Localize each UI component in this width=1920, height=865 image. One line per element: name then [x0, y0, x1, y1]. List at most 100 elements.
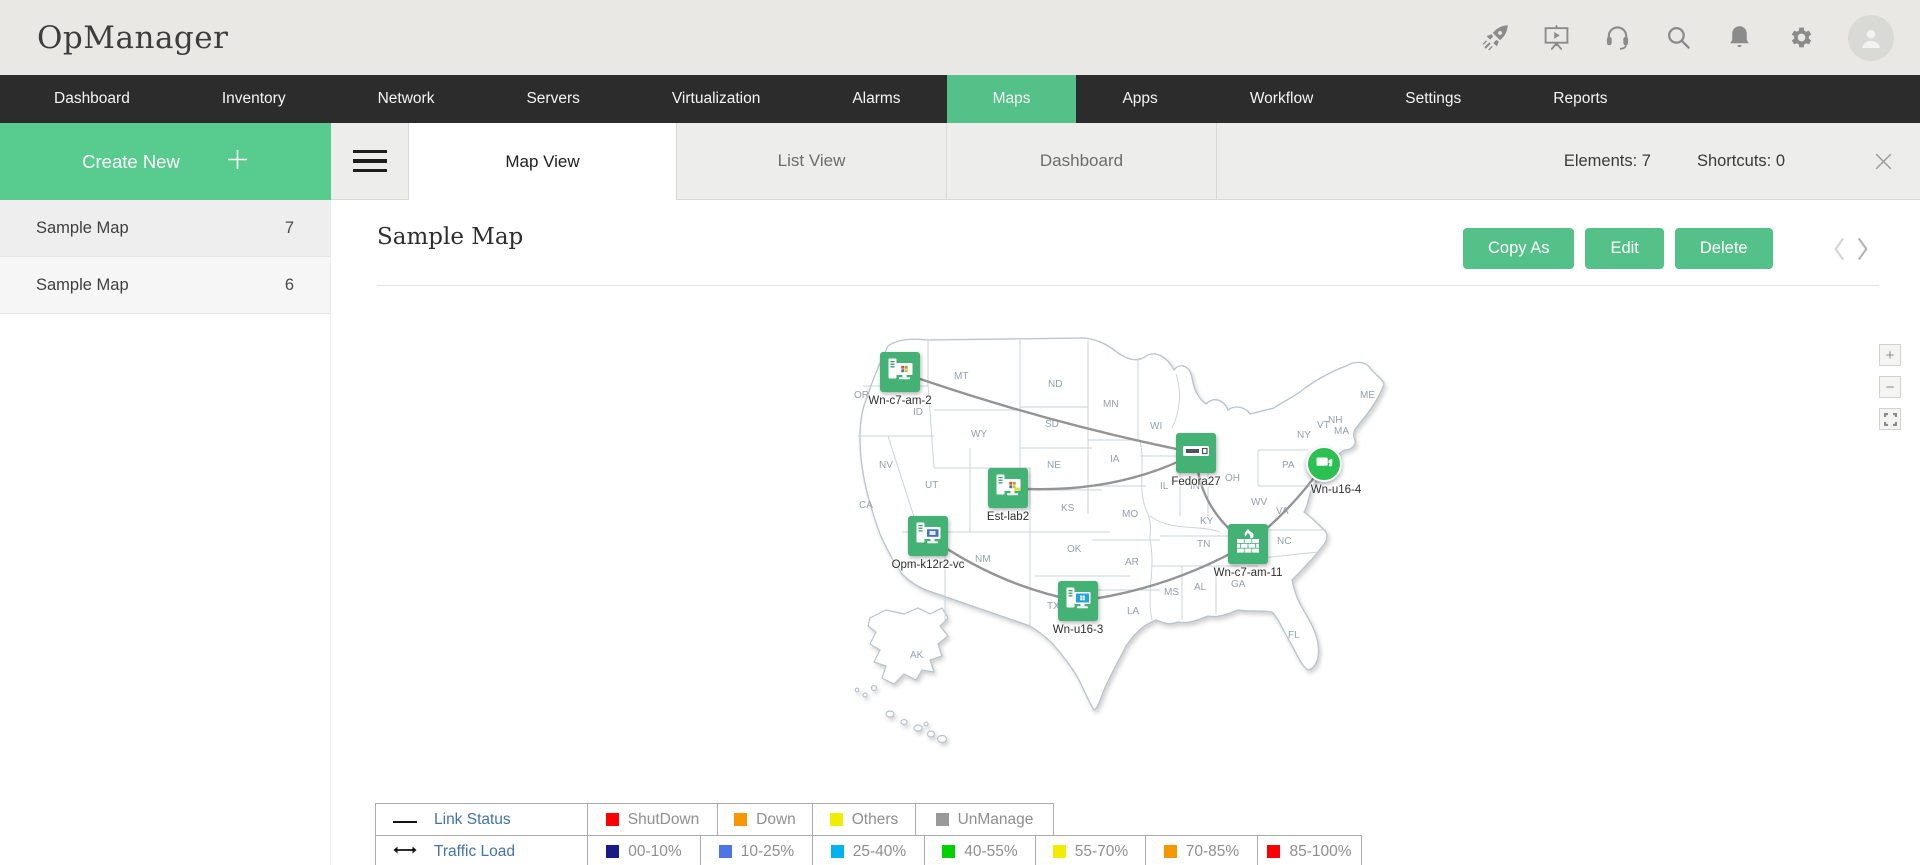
- zoom-out-button[interactable]: −: [1879, 376, 1901, 398]
- windows10-desktop-icon: [1062, 583, 1094, 620]
- us-map-shape: [854, 337, 1385, 744]
- legend-label-cell: Link Status: [375, 803, 588, 836]
- map-tabbar: Map View List View Dashboard Elements: 7 S…: [331, 123, 1920, 200]
- nav-item-alarms[interactable]: Alarms: [852, 90, 901, 107]
- state-label-IN: IN: [1190, 481, 1200, 492]
- gear-icon[interactable]: [1787, 24, 1814, 51]
- sidebar-map-item[interactable]: Sample Map 7: [0, 200, 330, 257]
- legend-item-label: 40-55%: [964, 842, 1018, 860]
- link-Wn-c7-am-2-Fedora27[interactable]: [898, 370, 1198, 455]
- state-label-NC: NC: [1277, 536, 1291, 547]
- nav-item-servers[interactable]: Servers: [526, 90, 580, 107]
- close-icon[interactable]: [1873, 151, 1894, 172]
- page-title: Sample Map: [377, 224, 524, 250]
- legend-item: 55-70%: [1035, 835, 1146, 865]
- device-node-Wn-c7-am-11[interactable]: [1228, 524, 1268, 564]
- shortcuts-count: Shortcuts: 0: [1696, 151, 1785, 170]
- device-node-Wn-u16-3[interactable]: [1058, 581, 1098, 621]
- firewall-icon: [1232, 526, 1264, 563]
- state-label-OR: OR: [854, 390, 869, 401]
- legend-item-label: Others: [851, 810, 899, 828]
- fullscreen-button[interactable]: [1879, 408, 1901, 430]
- search-icon[interactable]: [1665, 24, 1692, 51]
- nav-item-inventory[interactable]: Inventory: [221, 90, 286, 107]
- legend-item-label: ShutDown: [627, 810, 700, 828]
- create-new-button[interactable]: Create New: [0, 123, 331, 200]
- bell-icon[interactable]: [1726, 24, 1753, 51]
- hamburger-menu-icon[interactable]: [331, 123, 408, 199]
- state-label-VT: VT: [1317, 420, 1330, 431]
- tab-map-view[interactable]: Map View: [408, 123, 676, 200]
- legend-item: 70-85%: [1145, 835, 1258, 865]
- legend-link[interactable]: Link Status: [434, 810, 511, 828]
- state-label-TX: TX: [1047, 601, 1060, 612]
- state-label-NE: NE: [1047, 460, 1061, 471]
- device-node-Wn-c7-am-2[interactable]: [880, 352, 920, 392]
- vm-desktop-icon: [912, 518, 944, 555]
- legend-item-label: Down: [756, 810, 796, 828]
- nav-item-network[interactable]: Network: [377, 90, 435, 107]
- legend-row: Link Status ShutDown Down Others UnManag…: [375, 803, 1362, 836]
- tabs: Map View List View Dashboard: [408, 123, 1217, 200]
- zoom-in-button[interactable]: +: [1879, 344, 1901, 366]
- tab-list-view[interactable]: List View: [676, 123, 946, 199]
- user-avatar[interactable]: [1848, 14, 1894, 61]
- nav-item-reports[interactable]: Reports: [1553, 90, 1608, 107]
- windows-desktop-icon: [884, 354, 916, 391]
- map-actions: Copy As Edit Delete: [1463, 228, 1773, 269]
- legend-item-label: UnManage: [957, 810, 1034, 828]
- nav-item-settings[interactable]: Settings: [1405, 90, 1462, 107]
- map-pager: [1829, 233, 1873, 265]
- us-network-map: WAORCANVIDMTWYUTNDSDNEKSOKNMTXMNIAMOARLA…: [830, 318, 1430, 758]
- state-label-TN: TN: [1197, 539, 1210, 550]
- app-header: OpManager: [0, 0, 1920, 75]
- tab-dashboard[interactable]: Dashboard: [946, 123, 1217, 199]
- copy-as-button[interactable]: Copy As: [1463, 228, 1575, 269]
- server-icon: [1180, 435, 1212, 472]
- nav-item-dashboard[interactable]: Dashboard: [54, 90, 130, 107]
- state-label-ID: ID: [913, 407, 923, 418]
- device-node-Wn-u16-4[interactable]: [1306, 446, 1342, 482]
- maps-sidebar: Sample Map 7 Sample Map 6: [0, 200, 331, 865]
- state-label-ME: ME: [1360, 390, 1375, 401]
- plus-icon: [226, 148, 249, 176]
- sidebar-map-item[interactable]: Sample Map 6: [0, 257, 330, 314]
- legend-item-label: 70-85%: [1185, 842, 1240, 860]
- state-label-NY: NY: [1297, 430, 1311, 441]
- map-element-count: 6: [284, 275, 294, 294]
- device-node-label: Wn-c7-am-2: [868, 395, 932, 407]
- delete-button[interactable]: Delete: [1674, 228, 1773, 269]
- state-label-NV: NV: [879, 460, 893, 471]
- camera-circle-icon: [1312, 450, 1336, 479]
- presentation-icon[interactable]: [1543, 24, 1570, 51]
- link-Est-lab2-Fedora27[interactable]: [1006, 451, 1198, 491]
- state-label-ND: ND: [1048, 379, 1062, 390]
- next-map-chevron-icon[interactable]: [1851, 233, 1873, 265]
- legend-swatch: [942, 845, 956, 858]
- windows-desktop-2008-icon: [992, 470, 1024, 507]
- state-label-PA: PA: [1282, 460, 1295, 471]
- state-label-MN: MN: [1103, 399, 1119, 410]
- device-node-Opm-k12r2-vc[interactable]: [908, 516, 948, 556]
- nav-item-maps[interactable]: Maps: [946, 75, 1077, 123]
- edit-button[interactable]: Edit: [1585, 228, 1664, 269]
- state-label-KY: KY: [1200, 516, 1214, 527]
- title-divider: [377, 285, 1879, 286]
- device-node-label: Wn-c7-am-11: [1213, 567, 1283, 579]
- nav-item-apps[interactable]: Apps: [1122, 90, 1158, 107]
- legend-item: Down: [717, 803, 813, 836]
- device-node-label: Wn-u16-4: [1310, 484, 1362, 496]
- legend-link[interactable]: Traffic Load: [434, 842, 515, 860]
- rocket-icon[interactable]: [1482, 24, 1509, 51]
- create-new-label: Create New: [82, 150, 180, 172]
- nav-item-virtualization[interactable]: Virtualization: [671, 90, 761, 107]
- map-zoom-controls: + −: [1879, 344, 1901, 440]
- prev-map-chevron-icon[interactable]: [1829, 233, 1851, 265]
- headset-icon[interactable]: [1604, 24, 1631, 51]
- map-name: Sample Map: [36, 275, 129, 294]
- state-label-IL: IL: [1160, 481, 1169, 492]
- state-label-IA: IA: [1110, 454, 1120, 465]
- device-node-Fedora27[interactable]: [1176, 433, 1216, 473]
- device-node-Est-lab2[interactable]: [988, 468, 1028, 508]
- nav-item-workflow[interactable]: Workflow: [1249, 90, 1314, 107]
